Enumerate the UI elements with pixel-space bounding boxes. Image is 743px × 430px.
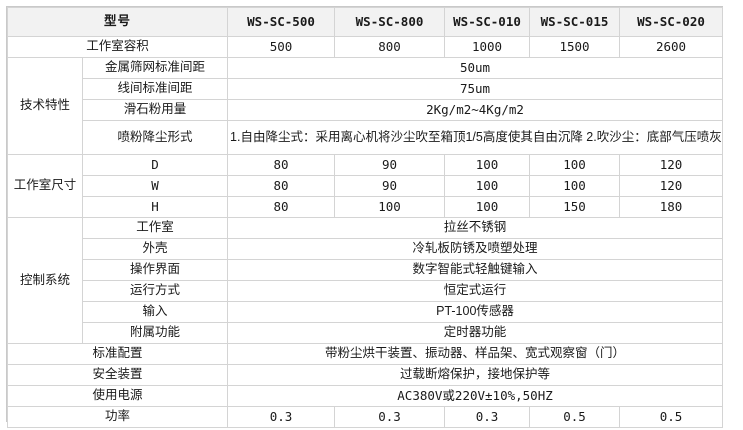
cell-power-supply-value: AC380V或220V±10%,50HZ (227, 385, 724, 407)
cell-d-010: 100 (444, 154, 531, 176)
cell-power-500: 0.3 (227, 406, 336, 428)
table-row-input: 输入 PT-100传感器 (8, 301, 724, 323)
row-label-dimension-h: H (81, 196, 229, 218)
cell-dust-spray-mode-value: 1.自由降尘式：采用离心机将沙尘吹至箱顶1/5高度使其自由沉降 2.吹沙尘：底部… (227, 120, 724, 155)
row-label-operation-mode: 运行方式 (81, 280, 229, 302)
group-label-chamber-dimensions: 工作室尺寸 (7, 154, 83, 218)
row-label-dust-spray-mode: 喷粉降尘形式 (81, 120, 229, 155)
header-model-ws-sc-015: WS-SC-015 (529, 7, 621, 37)
cell-volume-500: 500 (227, 36, 336, 58)
specification-table: 型号 WS-SC-500 WS-SC-800 WS-SC-010 WS-SC-0… (6, 7, 724, 428)
cell-input-value: PT-100传感器 (227, 301, 724, 323)
row-label-dimension-d: D (81, 154, 229, 176)
specification-table-container: 型号 WS-SC-500 WS-SC-800 WS-SC-010 WS-SC-0… (6, 6, 724, 428)
table-row-dimension-d: 工作室尺寸 D 80 90 100 100 120 (7, 154, 724, 218)
table-row-dimension-w: W 80 90 100 100 120 (8, 175, 724, 197)
cell-d-500: 80 (227, 154, 336, 176)
cell-h-015: 150 (529, 196, 621, 218)
cell-power-020: 0.5 (619, 406, 724, 428)
group-label-control-system: 控制系统 (7, 217, 83, 344)
table-row-standard-configuration: 标准配置 带粉尘烘干装置、振动器、样品架、宽式观察窗（门） (6, 343, 724, 365)
header-model-label: 型号 (6, 7, 229, 37)
cell-d-020: 120 (619, 154, 724, 176)
row-label-talc-dosage: 滑石粉用量 (81, 99, 229, 121)
cell-d-800: 90 (334, 154, 446, 176)
cell-chamber-material-value: 拉丝不锈钢 (227, 217, 724, 239)
row-label-standard-configuration: 标准配置 (6, 343, 229, 365)
cell-d-015: 100 (529, 154, 621, 176)
cell-h-800: 100 (334, 196, 446, 218)
cell-w-800: 90 (334, 175, 446, 197)
cell-h-010: 100 (444, 196, 531, 218)
cell-safety-device-value: 过载断熔保护，接地保护等 (227, 364, 724, 386)
table-row-safety-device: 安全装置 过载断熔保护，接地保护等 (6, 364, 724, 386)
row-label-chamber-volume: 工作室容积 (6, 36, 229, 58)
cell-h-500: 80 (227, 196, 336, 218)
row-label-dimension-w: W (81, 175, 229, 197)
row-label-chamber-material: 工作室 (81, 217, 229, 239)
row-label-line-spacing: 线间标准间距 (81, 78, 229, 100)
cell-w-020: 120 (619, 175, 724, 197)
cell-volume-010: 1000 (444, 36, 531, 58)
cell-w-015: 100 (529, 175, 621, 197)
header-model-ws-sc-010: WS-SC-010 (444, 7, 531, 37)
cell-operation-interface-value: 数字智能式轻触键输入 (227, 259, 724, 281)
row-label-mesh-spacing: 金属筛网标准间距 (81, 57, 229, 79)
row-label-operation-interface: 操作界面 (81, 259, 229, 281)
row-label-power-supply: 使用电源 (6, 385, 229, 407)
cell-operation-mode-value: 恒定式运行 (227, 280, 724, 302)
table-row-talc-dosage: 滑石粉用量 2Kg/m2~4Kg/m2 (8, 99, 724, 121)
cell-volume-020: 2600 (619, 36, 724, 58)
table-row-dimension-h: H 80 100 100 150 180 (8, 196, 724, 218)
table-row-shell: 外壳 冷轧板防锈及喷塑处理 (8, 238, 724, 260)
cell-power-800: 0.3 (334, 406, 446, 428)
cell-h-020: 180 (619, 196, 724, 218)
cell-talc-dosage-value: 2Kg/m2~4Kg/m2 (227, 99, 724, 121)
table-row-chamber-material: 控制系统 工作室 拉丝不锈钢 (7, 217, 724, 344)
row-label-power: 功率 (6, 406, 229, 428)
header-model-ws-sc-800: WS-SC-800 (334, 7, 446, 37)
cell-line-spacing-value: 75um (227, 78, 724, 100)
group-label-technical-characteristics: 技术特性 (7, 57, 83, 155)
cell-auxiliary-function-value: 定时器功能 (227, 322, 724, 344)
cell-shell-value: 冷轧板防锈及喷塑处理 (227, 238, 724, 260)
cell-w-010: 100 (444, 175, 531, 197)
header-model-ws-sc-500: WS-SC-500 (227, 7, 336, 37)
table-row-power: 功率 0.3 0.3 0.3 0.5 0.5 (6, 406, 724, 428)
header-model-ws-sc-020: WS-SC-020 (619, 7, 724, 37)
cell-standard-configuration-value: 带粉尘烘干装置、振动器、样品架、宽式观察窗（门） (227, 343, 724, 365)
table-row-power-supply: 使用电源 AC380V或220V±10%,50HZ (6, 385, 724, 407)
table-row-mesh-spacing: 技术特性 金属筛网标准间距 50um (7, 57, 724, 155)
table-row-dust-spray-mode: 喷粉降尘形式 1.自由降尘式：采用离心机将沙尘吹至箱顶1/5高度使其自由沉降 2… (8, 120, 724, 155)
table-row-auxiliary-function: 附属功能 定时器功能 (8, 322, 724, 344)
cell-volume-800: 800 (334, 36, 446, 58)
cell-power-015: 0.5 (529, 406, 621, 428)
table-header-row: 型号 WS-SC-500 WS-SC-800 WS-SC-010 WS-SC-0… (6, 7, 724, 37)
cell-power-010: 0.3 (444, 406, 531, 428)
cell-mesh-spacing-value: 50um (227, 57, 724, 79)
row-label-shell: 外壳 (81, 238, 229, 260)
table-row-operation-interface: 操作界面 数字智能式轻触键输入 (8, 259, 724, 281)
cell-volume-015: 1500 (529, 36, 621, 58)
row-label-auxiliary-function: 附属功能 (81, 322, 229, 344)
table-row-chamber-volume: 工作室容积 500 800 1000 1500 2600 (6, 36, 724, 58)
cell-w-500: 80 (227, 175, 336, 197)
row-label-safety-device: 安全装置 (6, 364, 229, 386)
row-label-input: 输入 (81, 301, 229, 323)
table-row-operation-mode: 运行方式 恒定式运行 (8, 280, 724, 302)
table-row-line-spacing: 线间标准间距 75um (8, 78, 724, 100)
